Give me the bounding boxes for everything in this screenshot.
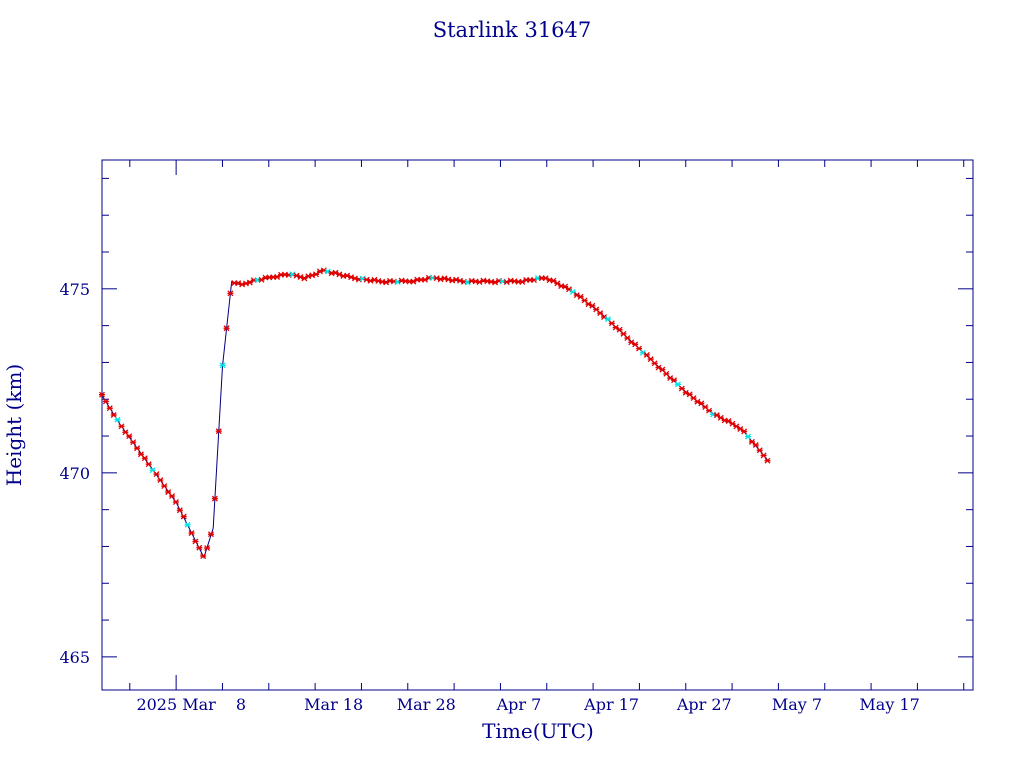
data-point-marker	[215, 428, 222, 435]
data-point-marker	[760, 452, 767, 459]
data-point-marker	[764, 457, 771, 464]
x-tick-label: May 7	[772, 695, 822, 714]
chart-title: Starlink 31647	[433, 18, 592, 42]
data-point-marker	[153, 471, 160, 478]
y-axis-label: Height (km)	[2, 364, 26, 486]
data-point-marker	[192, 538, 199, 545]
x-axis-ticks: 2025 Mar 8 Mar 18 Mar 28 Apr 7 Apr 17 Apr 27 Ma…	[129, 160, 965, 714]
series-height	[99, 267, 771, 559]
x-tick-label: Mar 18	[304, 695, 363, 714]
x-tick-label: 2025 Mar	[136, 695, 216, 714]
x-tick-label: Apr 7	[496, 695, 542, 714]
data-point-marker	[207, 531, 214, 538]
data-point-marker	[145, 461, 152, 468]
y-tick-label: 475	[59, 280, 90, 299]
data-point-marker	[110, 412, 117, 418]
data-point-marker	[200, 553, 207, 559]
data-point-marker	[188, 530, 195, 537]
data-point-marker	[196, 544, 203, 551]
plot-frame	[101, 159, 974, 691]
x-tick-label: 8	[236, 695, 246, 714]
data-point-marker	[172, 499, 179, 505]
data-point-marker	[106, 405, 113, 412]
x-tick-label: Mar 28	[397, 695, 456, 714]
data-point-marker	[134, 445, 141, 452]
data-point-marker	[180, 513, 187, 520]
data-point-marker	[741, 428, 748, 435]
data-point-marker	[102, 398, 109, 405]
data-point-marker	[176, 507, 183, 514]
data-point-marker	[184, 521, 191, 528]
data-point-marker	[745, 433, 752, 440]
y-tick-label: 470	[59, 464, 90, 483]
y-tick-label: 465	[59, 648, 90, 667]
data-point-marker	[756, 447, 763, 454]
data-point-marker	[126, 433, 133, 440]
data-point-marker	[223, 325, 230, 332]
x-tick-label: May 17	[859, 695, 919, 714]
data-point-marker	[227, 290, 234, 297]
data-point-marker	[169, 493, 176, 499]
x-axis-label: Time(UTC)	[482, 719, 594, 743]
data-point-marker	[752, 442, 759, 448]
data-point-marker	[211, 495, 218, 502]
data-point-marker	[118, 423, 125, 430]
data-point-marker	[161, 483, 168, 490]
x-tick-label: Apr 27	[676, 695, 732, 714]
data-point-marker	[114, 416, 121, 423]
y-axis-ticks: 465 470 475	[59, 177, 973, 667]
data-point-marker	[204, 545, 211, 552]
data-point-marker	[141, 455, 148, 462]
data-point-marker	[157, 477, 164, 484]
series-line	[101, 269, 770, 559]
x-tick-label: Apr 17	[583, 695, 639, 714]
data-point-marker	[219, 362, 226, 369]
data-point-marker	[130, 439, 137, 446]
data-point-marker	[99, 391, 105, 398]
